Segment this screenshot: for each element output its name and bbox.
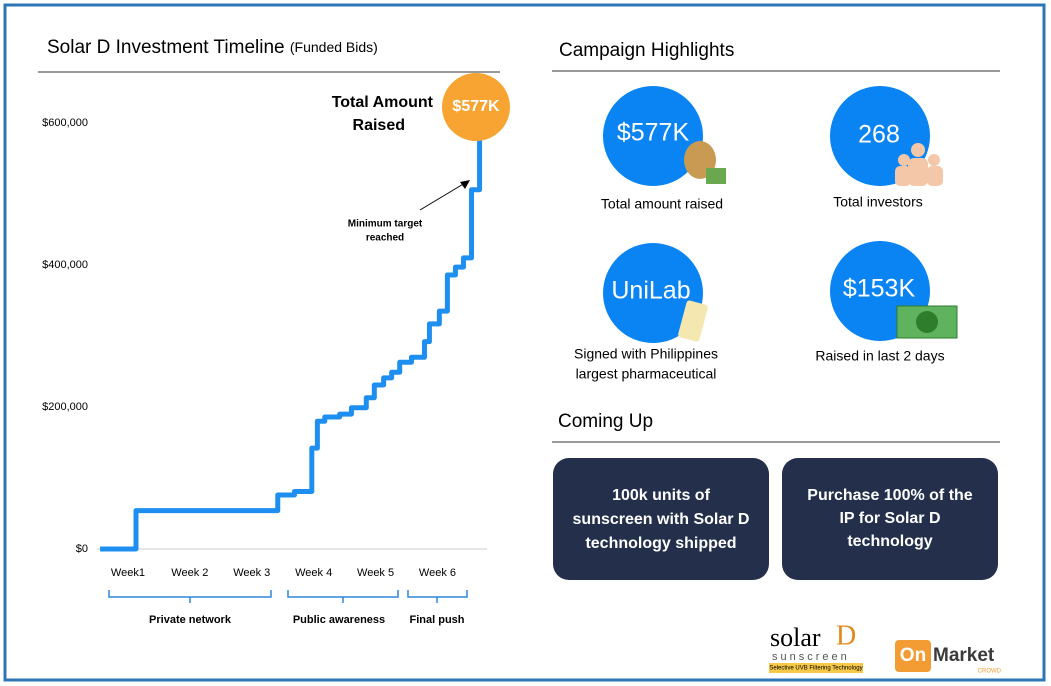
group-brackets — [108, 590, 468, 603]
highlight-caption: Raised in last 2 days — [815, 348, 944, 364]
highlight-circle — [603, 243, 703, 343]
chart-title: Solar D Investment Timeline (Funded Bids… — [47, 37, 378, 58]
logo-d: D — [836, 620, 856, 651]
group-label: Final push — [410, 614, 465, 626]
highlight-value: UniLab — [611, 277, 690, 305]
target-arrow — [419, 182, 466, 211]
highlight-caption: largest pharmaceutical — [576, 366, 717, 382]
y-tick-label: $400,000 — [42, 259, 88, 271]
card-text: technology — [847, 533, 932, 550]
title-main: Solar D Investment Timeline — [47, 37, 285, 58]
total-label: Total Amount — [332, 94, 434, 111]
card — [553, 458, 769, 580]
group-label: Private network — [149, 614, 232, 626]
logo-on-box — [895, 640, 931, 672]
logo-band — [769, 663, 863, 673]
logo-tagline: Selective UVB Filtering Technology — [769, 666, 862, 672]
frame — [3, 3, 1046, 682]
y-tick-label: $200,000 — [42, 401, 88, 413]
x-tick-label: Week 6 — [419, 567, 456, 579]
x-tick-label: Week 5 — [357, 567, 394, 579]
highlight-value: 268 — [858, 121, 900, 149]
highlight-value: $153K — [843, 275, 916, 303]
people-icon — [895, 143, 943, 186]
card-text: sunscreen with Solar D — [573, 511, 750, 528]
logo-sunscreen: sunscreen — [772, 651, 850, 663]
x-tick-label: Week 3 — [233, 567, 270, 579]
step-line — [100, 136, 483, 552]
x-tick-label: Week1 — [111, 567, 145, 579]
total-badge — [442, 73, 510, 141]
highlight-caption: Total amount raised — [601, 196, 723, 212]
highlight-caption: Total investors — [833, 194, 922, 210]
cash-icon — [706, 168, 726, 184]
target-note: Minimum target — [348, 219, 423, 230]
highlight-value: $577K — [617, 119, 690, 147]
coming-title: Coming Up — [558, 411, 653, 432]
highlights-title: Campaign Highlights — [559, 40, 734, 61]
card-text: 100k units of — [612, 487, 710, 504]
arrow-head — [460, 180, 470, 189]
logo-solar: solar — [770, 623, 821, 652]
y-tick-label: $600,000 — [42, 117, 88, 129]
target-note: reached — [366, 233, 404, 244]
highlight-caption: Signed with Philippines — [574, 346, 718, 362]
card-text: technology shipped — [585, 535, 736, 552]
card-text: Purchase 100% of the — [807, 487, 973, 504]
highlights: $577K 268 UniLab $153K Total amount rais… — [574, 86, 958, 382]
plot: $0 $200,000 $400,000 $600,000 Week1 Week 2 Wee… — [42, 117, 487, 579]
logo-on: On — [900, 645, 926, 666]
chart-subtitle: (Funded Bids) — [290, 39, 378, 55]
bracket — [108, 590, 272, 603]
product-icon — [678, 300, 708, 342]
highlight-circle — [603, 86, 703, 186]
card — [782, 458, 998, 580]
bracket — [287, 590, 399, 603]
banknote-coin — [916, 311, 938, 333]
y-tick-label: $0 — [76, 543, 88, 555]
x-tick-label: Week 2 — [171, 567, 208, 579]
logo-crowd: CROWD — [978, 669, 1002, 675]
card-text: IP for Solar D — [839, 510, 940, 527]
total-label: Raised — [353, 117, 405, 134]
bracket — [407, 590, 468, 603]
total-value: $577K — [452, 98, 500, 115]
group-label: Public awareness — [293, 614, 385, 626]
x-tick-label: Week 4 — [295, 567, 332, 579]
logo-market: Market — [933, 645, 995, 666]
